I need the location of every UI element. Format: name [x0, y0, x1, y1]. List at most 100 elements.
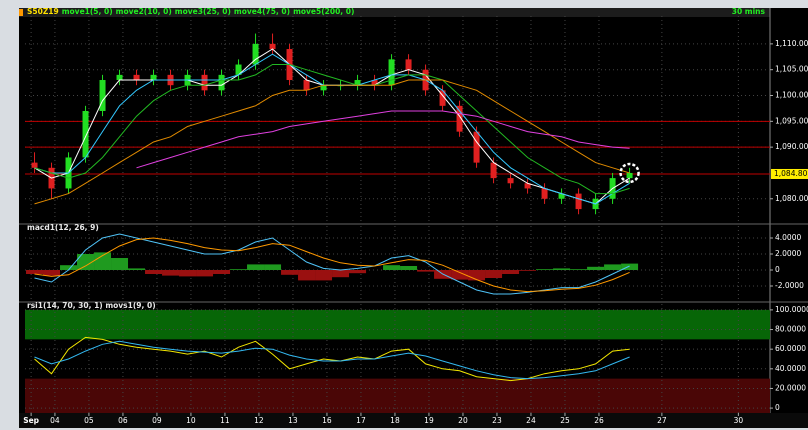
histogram-bar — [383, 265, 401, 270]
histogram-bar — [604, 264, 622, 270]
x-tick-label: 20 — [458, 416, 468, 425]
x-tick-label: 16 — [322, 416, 332, 425]
histogram-bar — [281, 270, 299, 275]
x-axis-strip — [19, 413, 808, 428]
candle-body — [541, 188, 548, 199]
histogram-bar — [502, 270, 520, 274]
histogram-bar — [298, 270, 316, 281]
candle-body — [507, 178, 514, 184]
candle-body — [31, 162, 38, 168]
x-tick-label: 12 — [254, 416, 264, 425]
histogram-bar — [43, 270, 61, 276]
y-tick-label: 0 — [775, 265, 780, 274]
histogram-bar — [587, 266, 605, 270]
histogram-bar — [519, 270, 537, 271]
header-strip — [19, 8, 770, 17]
candle-body — [235, 64, 242, 75]
histogram-bar — [536, 269, 554, 270]
series-line — [34, 233, 630, 295]
candle-body — [456, 105, 463, 132]
legend-entry: move5(200, 0) — [293, 7, 354, 16]
x-tick-label: 26 — [594, 416, 604, 425]
histogram-bar — [451, 270, 469, 280]
candle-body — [99, 80, 106, 111]
pane-title: macd1(12, 26, 9) — [27, 223, 99, 232]
y-tick-label: 80.0000 — [775, 325, 806, 334]
y-tick-label: 1,110.00 — [775, 39, 808, 48]
y-tick-label: 20.0000 — [775, 383, 806, 392]
candle-body — [626, 172, 633, 179]
pane-header: S50Z19 move1(5, 0) move2(10, 0) move3(25, 0… — [27, 7, 354, 16]
candle-body — [82, 110, 89, 158]
x-tick-label: 27 — [657, 416, 667, 425]
candle-body — [524, 183, 531, 189]
candle-body — [252, 43, 259, 65]
y-tick-label: 40.0000 — [775, 364, 806, 373]
histogram-bar — [349, 270, 367, 274]
series-line — [34, 336, 630, 382]
candle-body — [116, 74, 123, 81]
histogram-bar — [417, 270, 435, 272]
x-tick-label: 23 — [492, 416, 502, 425]
histogram-bar — [145, 270, 163, 274]
legend-entry: move3(25, 0) — [175, 7, 231, 16]
candle-body — [405, 59, 412, 70]
legend-entry: move1(5, 0) — [62, 7, 113, 16]
histogram-bar — [26, 270, 44, 274]
series-line — [34, 64, 630, 195]
pane-title: rsi1(14, 70, 30, 1) movs1(9, 0) — [27, 301, 156, 310]
y-tick-label: 1,090.00 — [775, 142, 808, 151]
candle-body — [473, 131, 480, 163]
x-tick-label: 30 — [734, 416, 744, 425]
band — [25, 378, 770, 413]
price-marker-label: 1,084.80 — [774, 169, 808, 178]
x-tick-label: 25 — [560, 416, 570, 425]
x-tick-label: 09 — [152, 416, 162, 425]
histogram-bar — [400, 266, 418, 270]
x-tick-label: 04 — [50, 416, 60, 425]
histogram-bar — [468, 270, 486, 281]
histogram-bar — [128, 268, 146, 270]
candle-body — [354, 80, 361, 86]
pane-title: S50Z19 — [27, 7, 59, 16]
y-tick-label: 2.0000 — [775, 249, 801, 258]
legend-entry: move2(10, 0) — [116, 7, 172, 16]
candle-body — [439, 90, 446, 106]
candle-body — [388, 59, 395, 86]
histogram-bar — [179, 270, 197, 277]
y-tick-label: 1,080.00 — [775, 194, 808, 203]
chart-background — [19, 8, 808, 428]
candle-body — [269, 43, 276, 50]
y-tick-label: 0 — [775, 403, 780, 412]
histogram-bar — [60, 265, 78, 270]
histogram-bar — [621, 263, 639, 270]
candle-body — [218, 74, 225, 91]
x-tick-label: 17 — [356, 416, 366, 425]
y-tick-label: 4.0000 — [775, 233, 801, 242]
candle-body — [558, 193, 565, 199]
candle-body — [575, 193, 582, 210]
candle-body — [303, 80, 310, 91]
histogram-bar — [111, 258, 129, 270]
band — [25, 309, 770, 340]
x-tick-label: 18 — [390, 416, 400, 425]
histogram-bar — [230, 269, 248, 270]
y-tick-label: -2.0000 — [775, 281, 804, 290]
histogram-bar — [94, 252, 112, 270]
highlight-circle — [619, 162, 640, 184]
histogram-bar — [247, 264, 265, 270]
y-tick-label: 1,100.00 — [775, 91, 808, 100]
x-tick-label: Sep — [23, 416, 39, 425]
pane-header: macd1(12, 26, 9) — [27, 223, 99, 232]
x-tick-label: 11 — [220, 416, 230, 425]
histogram-bar — [570, 269, 588, 270]
interval-label: 30 mins — [732, 7, 766, 16]
histogram-bar — [213, 270, 231, 274]
x-tick-label: 24 — [526, 416, 536, 425]
histogram-bar — [77, 254, 95, 270]
legend-entry: move4(75, 0) — [234, 7, 290, 16]
histogram-bar — [332, 270, 350, 278]
x-tick-label: 10 — [186, 416, 196, 425]
y-tick-label: 100.0000 — [775, 305, 808, 314]
